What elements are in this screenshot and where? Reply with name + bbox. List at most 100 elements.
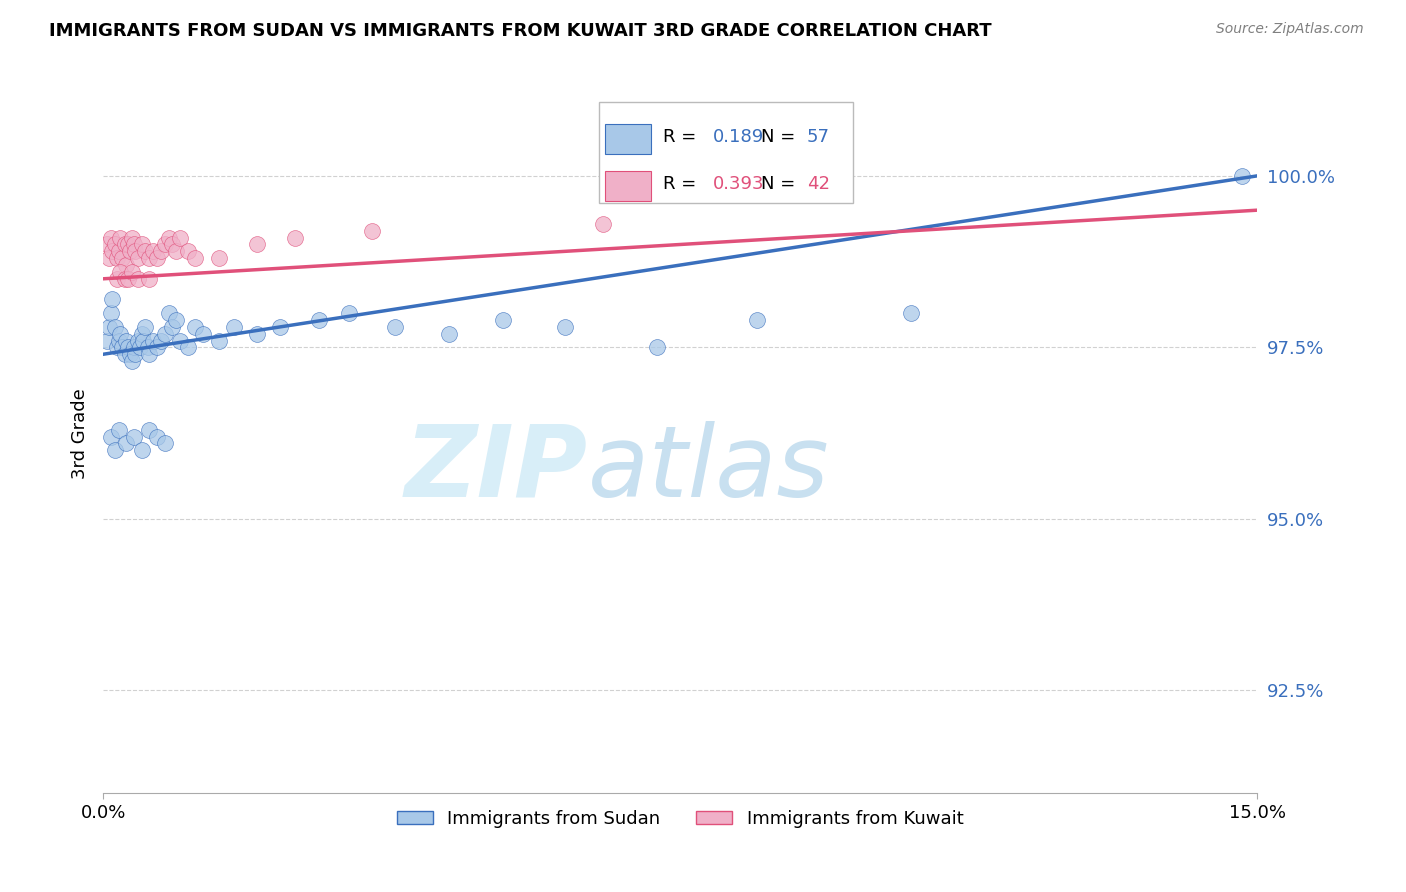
Point — [138, 347, 160, 361]
Text: IMMIGRANTS FROM SUDAN VS IMMIGRANTS FROM KUWAIT 3RD GRADE CORRELATION CHART: IMMIGRANTS FROM SUDAN VS IMMIGRANTS FROM… — [49, 22, 991, 40]
Point — [153, 237, 176, 252]
Point — [115, 436, 138, 450]
Point — [592, 217, 614, 231]
Point — [111, 251, 134, 265]
Point — [108, 265, 131, 279]
Point — [269, 319, 291, 334]
Point — [131, 443, 153, 458]
Point — [284, 230, 307, 244]
Text: atlas: atlas — [588, 421, 830, 517]
Point — [136, 340, 159, 354]
Point — [207, 251, 229, 265]
Point — [105, 272, 128, 286]
Point — [117, 340, 139, 354]
Point — [138, 251, 160, 265]
Point — [134, 319, 156, 334]
Point — [361, 224, 384, 238]
Point — [105, 340, 128, 354]
Text: ZIP: ZIP — [405, 421, 588, 517]
Point — [645, 340, 668, 354]
Point — [177, 244, 200, 259]
Point — [105, 251, 128, 265]
Point — [138, 423, 160, 437]
Point — [308, 313, 330, 327]
Point — [118, 244, 141, 259]
Point — [900, 306, 922, 320]
Text: 0.393: 0.393 — [713, 175, 763, 193]
Point — [101, 244, 124, 259]
Point — [111, 340, 134, 354]
Point — [157, 230, 180, 244]
Point — [184, 251, 207, 265]
Text: 0.189: 0.189 — [713, 128, 763, 145]
Text: 42: 42 — [807, 175, 830, 193]
Text: R =: R = — [662, 128, 702, 145]
Point — [169, 334, 191, 348]
Point — [131, 237, 153, 252]
Point — [162, 237, 184, 252]
Legend: Immigrants from Sudan, Immigrants from Kuwait: Immigrants from Sudan, Immigrants from K… — [389, 802, 972, 835]
Y-axis label: 3rd Grade: 3rd Grade — [72, 388, 89, 478]
Point — [142, 334, 165, 348]
Point — [98, 319, 121, 334]
Text: N =: N = — [761, 128, 801, 145]
Point — [121, 265, 143, 279]
Point — [122, 340, 145, 354]
Point — [124, 347, 146, 361]
Point — [745, 313, 768, 327]
Text: R =: R = — [662, 175, 702, 193]
Point — [96, 334, 118, 348]
Point — [127, 251, 149, 265]
Point — [114, 347, 136, 361]
Point — [114, 272, 136, 286]
Point — [142, 244, 165, 259]
Point — [96, 237, 118, 252]
Point — [127, 334, 149, 348]
Point — [122, 237, 145, 252]
Point — [100, 306, 122, 320]
Point — [132, 334, 155, 348]
Point — [104, 443, 127, 458]
Point — [101, 293, 124, 307]
Point — [100, 429, 122, 443]
Point — [104, 237, 127, 252]
Point — [146, 429, 169, 443]
Bar — [599, 102, 853, 202]
Point — [153, 436, 176, 450]
Point — [177, 340, 200, 354]
Point — [131, 326, 153, 341]
Point — [117, 237, 139, 252]
Point — [107, 334, 129, 348]
Point — [184, 319, 207, 334]
Point — [246, 237, 269, 252]
Point — [246, 326, 269, 341]
Point — [114, 237, 136, 252]
Point — [149, 244, 172, 259]
Point — [107, 423, 129, 437]
Point — [222, 319, 245, 334]
Point — [138, 272, 160, 286]
Point — [117, 272, 139, 286]
Point — [121, 230, 143, 244]
Point — [337, 306, 360, 320]
Text: 57: 57 — [807, 128, 830, 145]
Point — [121, 354, 143, 368]
Point — [108, 230, 131, 244]
Point — [122, 429, 145, 443]
Point — [191, 326, 214, 341]
Point — [165, 244, 187, 259]
Point — [115, 334, 138, 348]
Point — [124, 244, 146, 259]
Point — [157, 306, 180, 320]
Point — [384, 319, 406, 334]
Point — [107, 244, 129, 259]
Point — [100, 230, 122, 244]
Point — [146, 251, 169, 265]
Point — [1230, 169, 1253, 183]
Point — [439, 326, 461, 341]
Bar — [605, 124, 651, 154]
Text: Source: ZipAtlas.com: Source: ZipAtlas.com — [1216, 22, 1364, 37]
Point — [149, 334, 172, 348]
Point — [146, 340, 169, 354]
Point — [554, 319, 576, 334]
